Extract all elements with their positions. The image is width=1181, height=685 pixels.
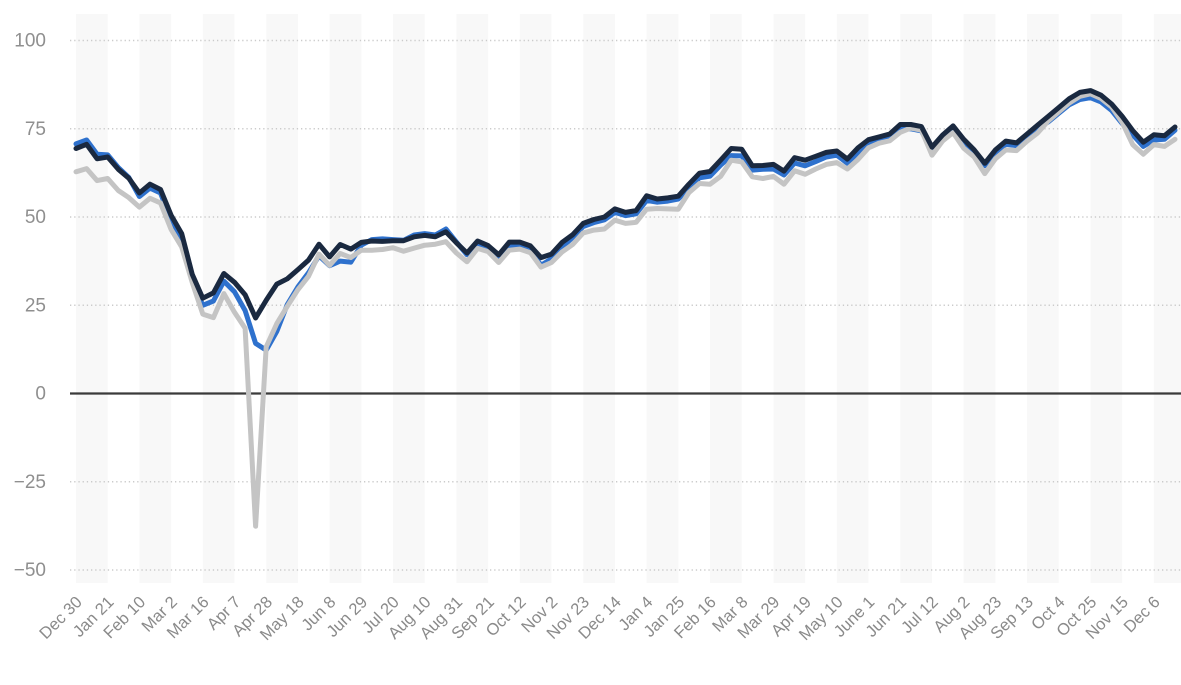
- y-axis-label: −50: [14, 560, 46, 581]
- background-band: [900, 14, 932, 583]
- x-axis-label: Jul 12: [898, 593, 942, 637]
- background-band: [710, 14, 742, 583]
- y-axis-label: 100: [14, 31, 46, 52]
- background-band: [519, 14, 552, 583]
- x-axis-label: Dec 6: [1120, 593, 1163, 636]
- y-axis-label: −25: [14, 472, 46, 493]
- background-band: [963, 14, 996, 583]
- y-axis-label: 75: [25, 119, 46, 140]
- background-band: [329, 14, 362, 583]
- series-gray-line: [73, 91, 1178, 529]
- background-band: [583, 14, 615, 583]
- series-dark-navy-line: [73, 88, 1178, 321]
- background-band: [456, 14, 489, 583]
- background-band: [76, 14, 108, 583]
- y-axis-label: 50: [25, 207, 46, 228]
- background-band: [393, 14, 425, 583]
- y-axis-label: 25: [25, 295, 46, 316]
- background-band: [1153, 14, 1181, 583]
- background-band: [1027, 14, 1059, 583]
- y-axis-label: 0: [35, 384, 46, 405]
- background-band: [646, 14, 679, 583]
- background-band: [836, 14, 869, 583]
- background-band: [139, 14, 172, 583]
- background-band: [773, 14, 806, 583]
